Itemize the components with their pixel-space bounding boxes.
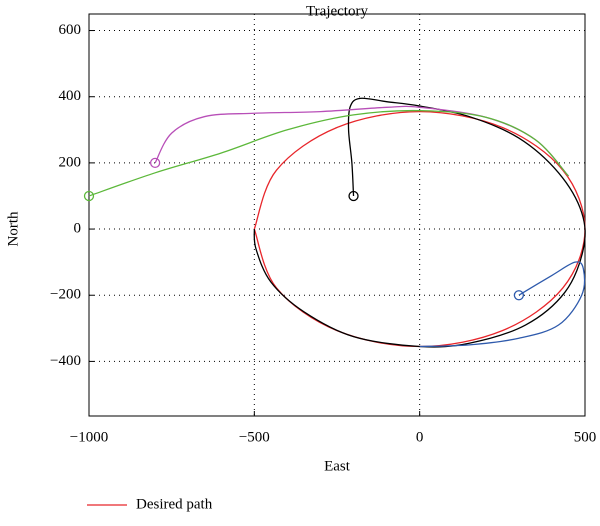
trajectory-line bbox=[154, 105, 569, 177]
y-tick-label: 200 bbox=[59, 154, 82, 170]
y-tick-label: 600 bbox=[59, 22, 82, 38]
y-tick-label: 400 bbox=[59, 88, 82, 104]
trajectory-line bbox=[419, 261, 586, 348]
x-axis-label: East bbox=[324, 458, 351, 474]
y-axis-label: North bbox=[5, 211, 21, 246]
x-tick-label: −1000 bbox=[70, 429, 108, 445]
plot-frame bbox=[88, 13, 586, 417]
y-tick-label: −200 bbox=[50, 287, 81, 303]
chart-title: Trajectory bbox=[306, 3, 368, 19]
trajectory-line bbox=[253, 97, 586, 348]
start-marker bbox=[513, 290, 525, 301]
trajectory-line bbox=[88, 109, 569, 197]
y-tick-label: 0 bbox=[74, 220, 82, 236]
x-tick-label: 0 bbox=[416, 429, 424, 445]
start-marker bbox=[149, 157, 161, 169]
start-marker bbox=[348, 190, 359, 202]
x-tick-label: 500 bbox=[574, 429, 597, 445]
y-tick-label: −400 bbox=[50, 353, 81, 369]
x-tick-label: −500 bbox=[239, 429, 270, 445]
legend-label: Desired path bbox=[136, 496, 213, 512]
start-marker bbox=[83, 190, 95, 202]
